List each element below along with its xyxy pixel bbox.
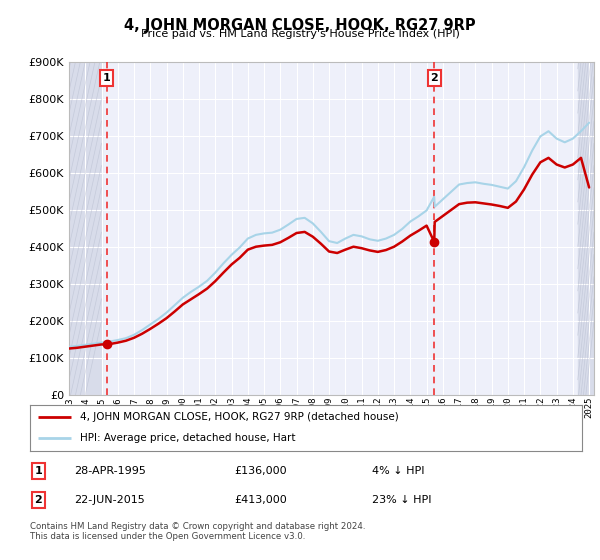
Text: Contains HM Land Registry data © Crown copyright and database right 2024.
This d: Contains HM Land Registry data © Crown c… [30,522,365,542]
Text: HPI: Average price, detached house, Hart: HPI: Average price, detached house, Hart [80,433,295,444]
Bar [578,62,594,395]
Text: 1: 1 [103,73,110,83]
Bar [69,62,101,395]
Text: 22-JUN-2015: 22-JUN-2015 [74,495,145,505]
Text: 28-APR-1995: 28-APR-1995 [74,466,146,476]
Text: 2: 2 [34,495,42,505]
Text: £413,000: £413,000 [234,495,287,505]
Text: 4% ↓ HPI: 4% ↓ HPI [372,466,425,476]
Text: 2: 2 [430,73,438,83]
Text: 1: 1 [34,466,42,476]
Text: 4, JOHN MORGAN CLOSE, HOOK, RG27 9RP: 4, JOHN MORGAN CLOSE, HOOK, RG27 9RP [124,18,476,33]
Text: 4, JOHN MORGAN CLOSE, HOOK, RG27 9RP (detached house): 4, JOHN MORGAN CLOSE, HOOK, RG27 9RP (de… [80,412,398,422]
Text: Price paid vs. HM Land Registry's House Price Index (HPI): Price paid vs. HM Land Registry's House … [140,29,460,39]
Text: £136,000: £136,000 [234,466,287,476]
Text: 23% ↓ HPI: 23% ↓ HPI [372,495,432,505]
